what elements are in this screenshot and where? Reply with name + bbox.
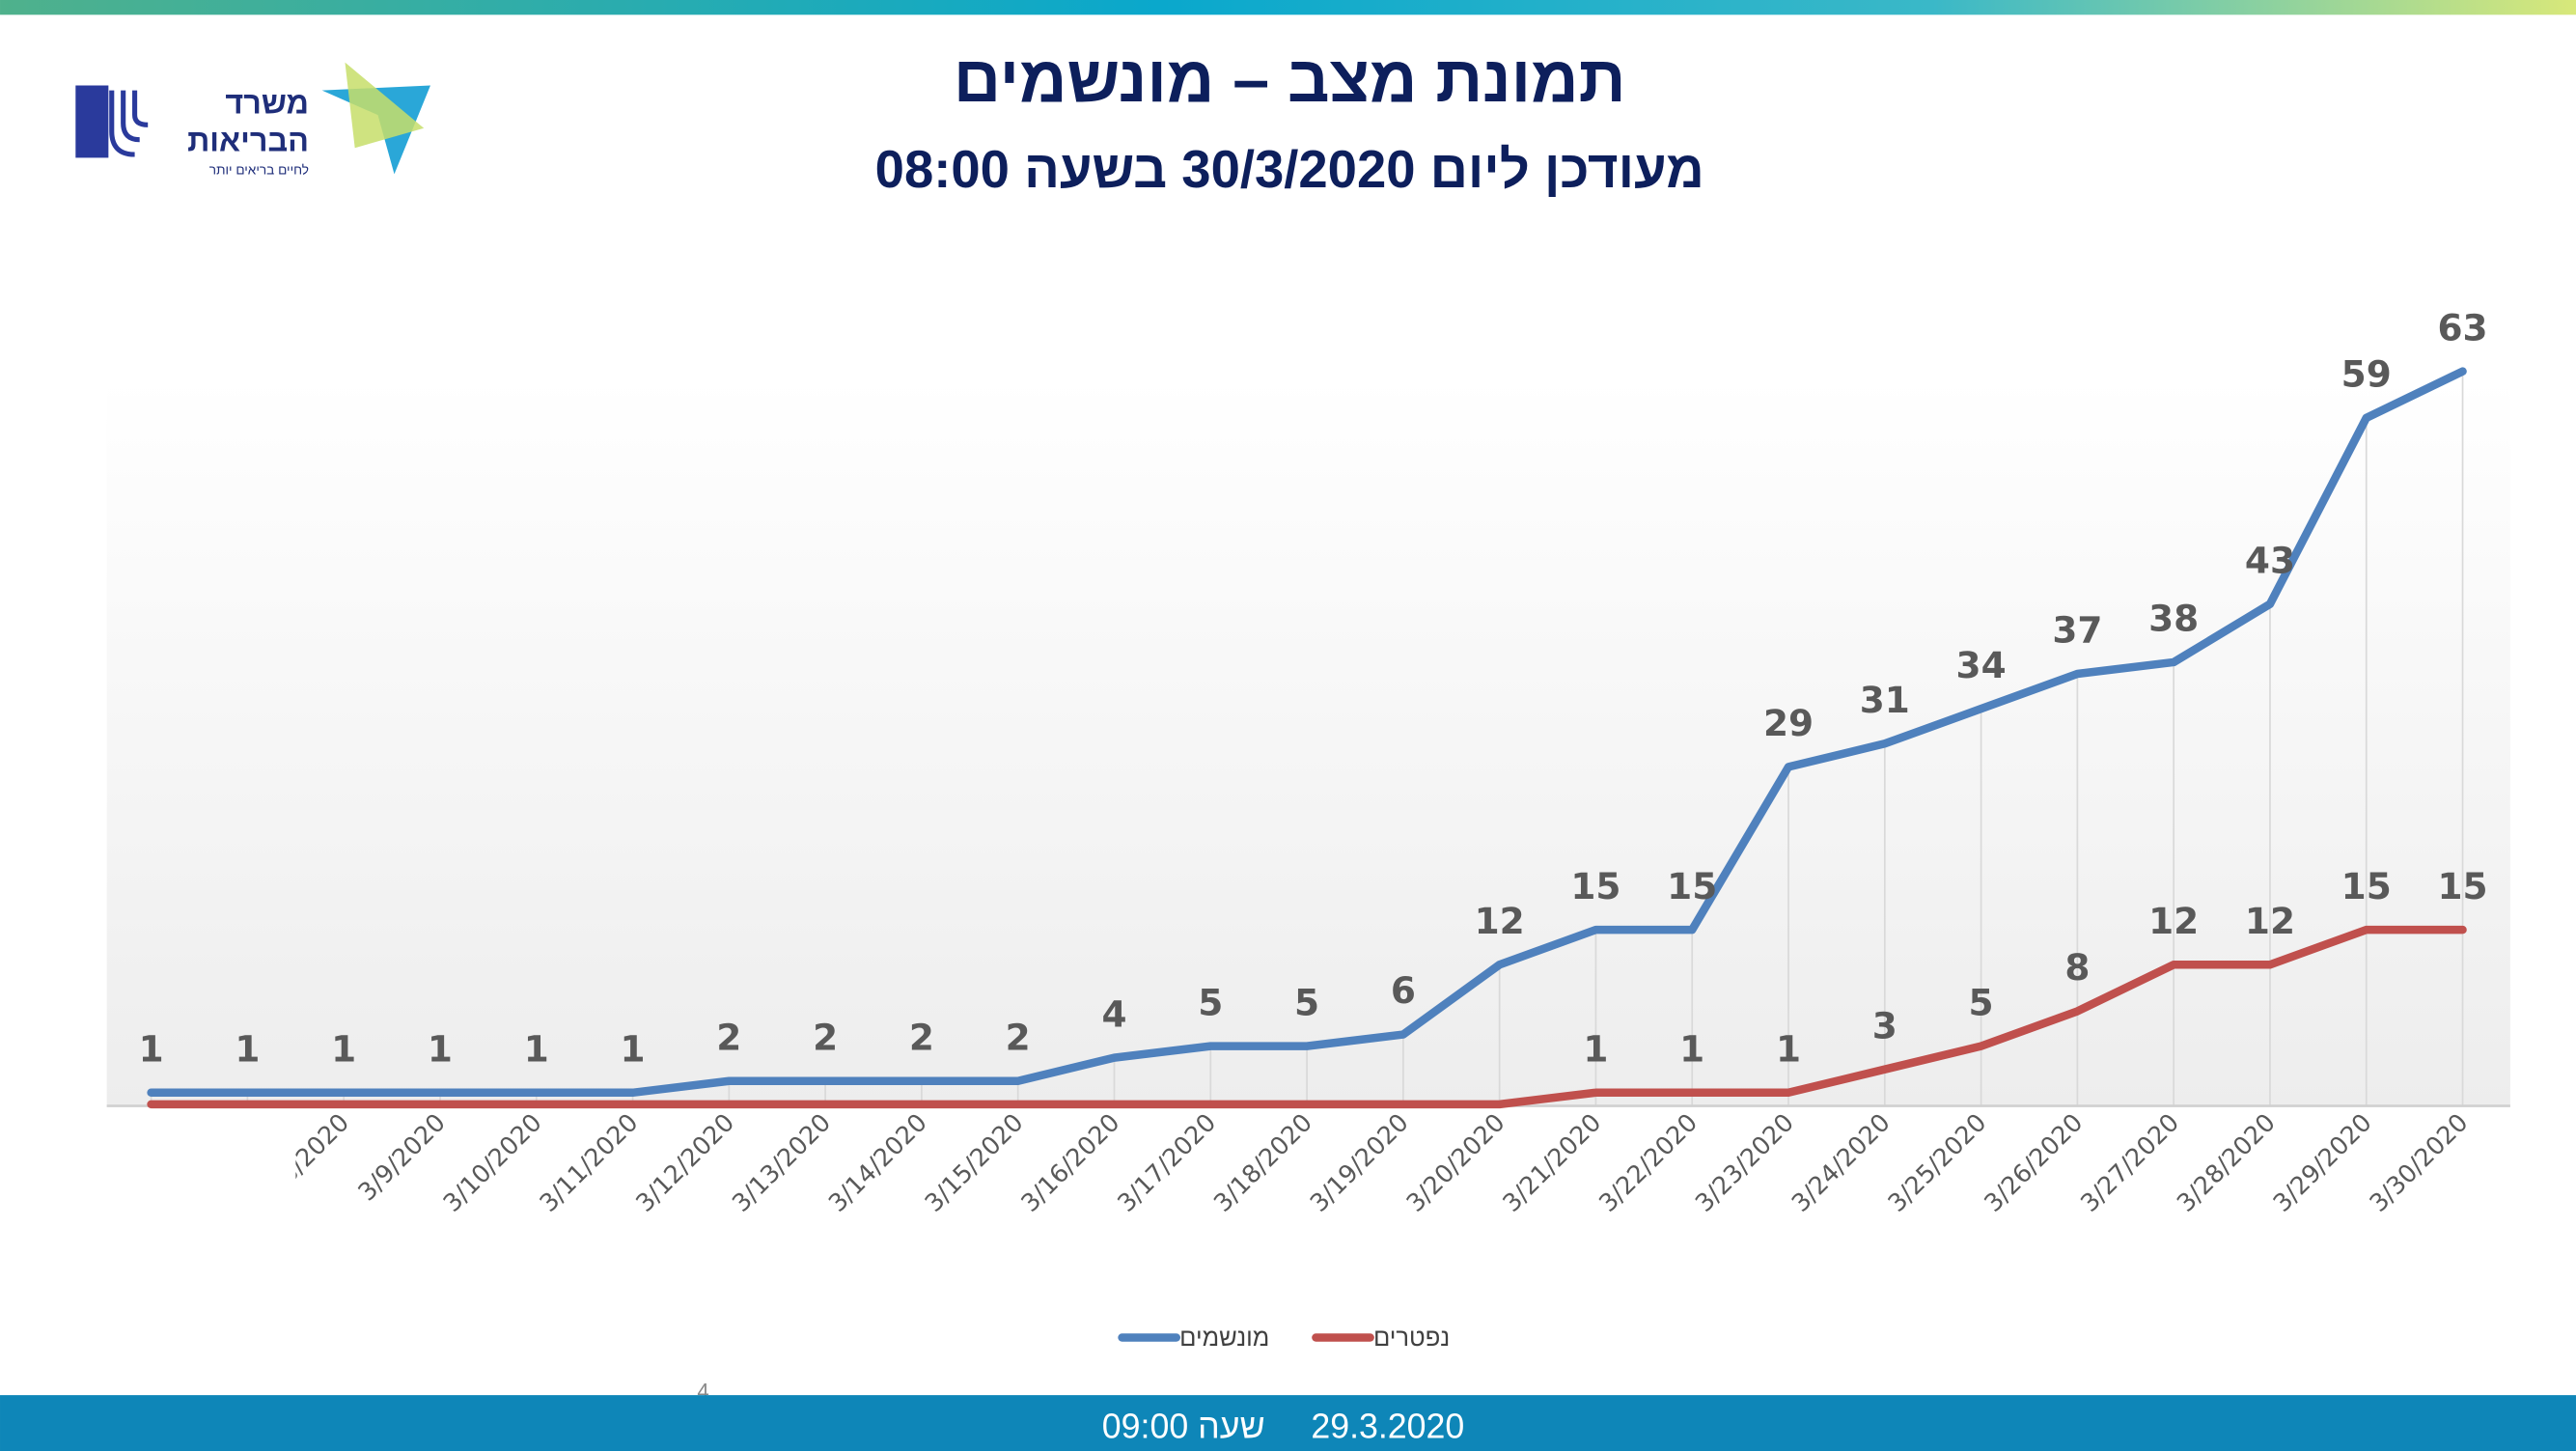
data-label: 2	[909, 1016, 934, 1058]
emblem-icon	[75, 85, 109, 158]
page-subtitle: מעודכן ליום 30/3/2020 בשעה 08:00	[875, 140, 1704, 199]
data-label: 63	[2437, 306, 2487, 349]
x-tick-label: 3/27/2020	[2075, 1108, 2185, 1218]
footer-date: 29.3.2020	[1311, 1407, 1464, 1445]
data-label: 1	[235, 1027, 260, 1070]
legend-label-deceased: נפטרים	[1373, 1325, 1450, 1352]
data-label: 6	[1391, 969, 1416, 1012]
x-tick-label: 3/26/2020	[1979, 1108, 2089, 1218]
data-label: 8	[2064, 946, 2090, 989]
logo-tagline: לחיים בריאים יותר	[209, 162, 309, 177]
plot-area	[106, 377, 2510, 1106]
data-label: 1	[1679, 1027, 1704, 1070]
logo-line2: הבריאות	[187, 124, 309, 158]
x-tick-label: 3/9/2020	[352, 1108, 451, 1207]
data-label: 1	[428, 1027, 453, 1070]
x-tick-label: 3/22/2020	[1593, 1108, 1703, 1218]
x-tick-label: 3/16/2020	[1016, 1108, 1126, 1218]
x-tick-label: 3/14/2020	[823, 1108, 933, 1218]
data-label: 15	[2437, 865, 2487, 907]
x-tick-label: 3/13/2020	[727, 1108, 837, 1218]
data-label: 1	[331, 1027, 356, 1070]
data-label: 3	[1872, 1004, 1897, 1046]
data-label: 4	[1101, 992, 1126, 1035]
x-tick-label: 3/11/2020	[535, 1108, 645, 1218]
data-label: 34	[1956, 644, 2007, 686]
x-tick-label: 3/7/2020	[160, 1108, 259, 1207]
data-label: 29	[1763, 702, 1814, 744]
data-label: 12	[2245, 900, 2295, 942]
data-label: 15	[2341, 865, 2392, 907]
data-label: 2	[1006, 1016, 1031, 1058]
footer-time: שעה 09:00	[1102, 1407, 1265, 1445]
x-tick-label: 3/30/2020	[2365, 1108, 2475, 1218]
x-tick-label: 3/23/2020	[1690, 1108, 1800, 1218]
data-label: 1	[1776, 1027, 1801, 1070]
data-label: 2	[813, 1016, 838, 1058]
data-label: 15	[1667, 865, 1717, 907]
data-label: 15	[1570, 865, 1620, 907]
page-title: תמונת מצב – מונשמים	[954, 43, 1626, 117]
x-tick-label: 3/8/2020	[257, 1108, 355, 1207]
data-label: 43	[2245, 539, 2295, 581]
data-label: 1	[139, 1027, 164, 1070]
data-label: 2	[716, 1016, 741, 1058]
x-tick-label: 3/25/2020	[1883, 1108, 1993, 1218]
legend-label-ventilated: מונשמים	[1179, 1325, 1269, 1352]
x-tick-label: 3/24/2020	[1787, 1108, 1897, 1218]
data-label: 37	[2052, 609, 2102, 652]
x-tick-label: 3/20/2020	[1401, 1108, 1511, 1218]
data-label: 1	[524, 1027, 549, 1070]
x-tick-label: 3/29/2020	[2268, 1108, 2378, 1218]
x-tick-label: 3/19/2020	[1305, 1108, 1415, 1218]
x-tick-label: 3/18/2020	[1208, 1108, 1318, 1218]
x-tick-label: 3/15/2020	[920, 1108, 1030, 1218]
x-tick-label: 3/6/2020	[64, 1108, 162, 1207]
ministry-logo: משרד הבריאות לחיים בריאים יותר	[75, 62, 430, 177]
data-label: 12	[1475, 900, 1525, 942]
x-tick-label: 3/12/2020	[630, 1108, 740, 1218]
data-label: 5	[1969, 981, 1994, 1023]
x-tick-label: 3/28/2020	[2172, 1108, 2282, 1218]
data-label: 1	[1583, 1027, 1608, 1070]
data-label: 31	[1860, 679, 1910, 721]
star-shape-icon	[321, 85, 430, 175]
data-label: 38	[2148, 598, 2199, 640]
x-tick-label: 3/21/2020	[1497, 1108, 1607, 1218]
data-label: 1	[621, 1027, 646, 1070]
data-label: 5	[1294, 981, 1319, 1023]
top-gradient-bar	[0, 0, 2576, 15]
x-tick-label: 3/17/2020	[1112, 1108, 1222, 1218]
data-label: 12	[2148, 900, 2199, 942]
data-label: 59	[2341, 353, 2392, 396]
logo-line1: משרד	[225, 85, 309, 120]
data-label: 5	[1198, 981, 1223, 1023]
footer-bar	[0, 1395, 2576, 1451]
legend: מונשמים נפטרים	[1118, 1325, 1450, 1352]
x-tick-label: 3/10/2020	[438, 1108, 548, 1218]
